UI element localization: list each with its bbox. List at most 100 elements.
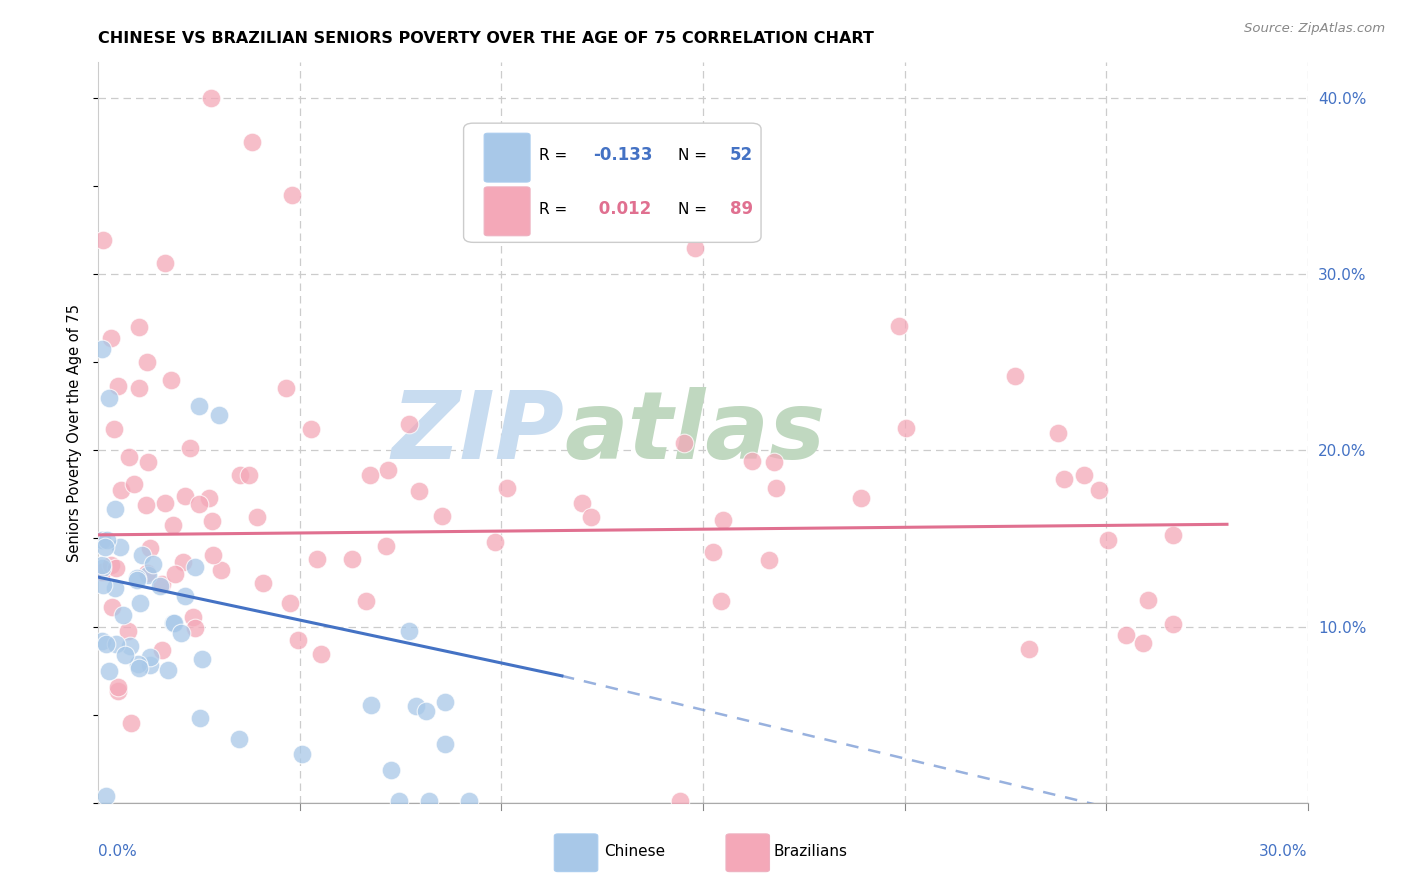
Text: 0.0%: 0.0%	[98, 844, 138, 858]
Point	[160, 373, 183, 387]
Point	[93, 541, 115, 555]
Point	[107, 683, 129, 698]
Point	[91, 633, 114, 648]
Point	[173, 489, 195, 503]
Point	[1115, 628, 1137, 642]
Point	[415, 704, 437, 718]
Text: Source: ZipAtlas.com: Source: ZipAtlas.com	[1244, 22, 1385, 36]
Point	[1163, 616, 1185, 631]
Text: N =: N =	[678, 148, 711, 163]
Point	[138, 650, 160, 665]
Text: 89: 89	[730, 200, 752, 219]
Point	[128, 661, 150, 675]
Point	[136, 455, 159, 469]
Point	[157, 663, 180, 677]
Point	[377, 463, 399, 477]
Point	[110, 483, 132, 497]
Point	[299, 422, 322, 436]
Point	[97, 664, 120, 678]
Point	[104, 637, 127, 651]
Point	[91, 343, 114, 357]
Point	[849, 491, 872, 506]
Point	[201, 515, 224, 529]
Point	[1132, 635, 1154, 649]
Point	[430, 509, 453, 524]
Point	[309, 648, 332, 662]
Point	[1097, 533, 1119, 547]
Point	[1073, 467, 1095, 482]
Point	[127, 571, 149, 585]
Point	[340, 551, 363, 566]
Point	[209, 562, 232, 576]
Text: Brazilians: Brazilians	[773, 844, 848, 859]
Point	[172, 556, 194, 570]
Point	[398, 417, 420, 431]
Point	[434, 696, 457, 710]
Point	[179, 442, 201, 456]
Text: CHINESE VS BRAZILIAN SENIORS POVERTY OVER THE AGE OF 75 CORRELATION CHART: CHINESE VS BRAZILIAN SENIORS POVERTY OVE…	[98, 31, 875, 46]
Point	[711, 513, 734, 527]
Point	[128, 319, 150, 334]
Point	[1004, 368, 1026, 383]
Point	[188, 711, 211, 725]
Point	[101, 600, 124, 615]
Point	[765, 481, 787, 495]
Text: R =: R =	[538, 148, 572, 163]
Point	[135, 566, 157, 580]
Point	[184, 559, 207, 574]
Point	[127, 657, 149, 671]
Point	[246, 510, 269, 524]
Point	[91, 558, 114, 572]
Point	[356, 594, 378, 608]
Point	[100, 331, 122, 345]
Y-axis label: Seniors Poverty Over the Age of 75: Seniors Poverty Over the Age of 75	[67, 303, 83, 562]
FancyBboxPatch shape	[554, 834, 598, 871]
Point	[139, 658, 162, 673]
Point	[136, 568, 159, 582]
Point	[91, 561, 114, 575]
Point	[118, 450, 141, 464]
Point	[91, 533, 114, 548]
Point	[238, 468, 260, 483]
Point	[408, 483, 430, 498]
Text: 52: 52	[730, 146, 752, 164]
Point	[153, 256, 176, 270]
Point	[240, 135, 263, 149]
Point	[683, 240, 706, 255]
Point	[200, 91, 222, 105]
Point	[94, 789, 117, 803]
Point	[1088, 483, 1111, 498]
Point	[108, 540, 131, 554]
Point	[128, 380, 150, 394]
Point	[762, 455, 785, 469]
Point	[162, 616, 184, 631]
Point	[579, 509, 602, 524]
Point	[359, 468, 381, 483]
Text: Chinese: Chinese	[603, 844, 665, 859]
Point	[280, 595, 302, 609]
Point	[202, 548, 225, 562]
Point	[1163, 528, 1185, 542]
Point	[184, 621, 207, 635]
Point	[107, 680, 129, 694]
Point	[434, 737, 457, 751]
Point	[198, 491, 221, 505]
Point	[228, 732, 250, 747]
Point	[484, 535, 506, 549]
Point	[741, 454, 763, 468]
Point	[291, 747, 314, 762]
Point	[229, 468, 252, 483]
Point	[287, 632, 309, 647]
Point	[710, 593, 733, 607]
FancyBboxPatch shape	[725, 834, 769, 871]
Point	[360, 698, 382, 712]
Point	[496, 482, 519, 496]
Point	[208, 408, 231, 422]
Point	[111, 607, 134, 622]
Point	[252, 576, 274, 591]
Point	[104, 561, 127, 575]
Point	[96, 637, 118, 651]
Point	[457, 794, 479, 808]
Point	[181, 610, 204, 624]
Point	[128, 596, 150, 610]
